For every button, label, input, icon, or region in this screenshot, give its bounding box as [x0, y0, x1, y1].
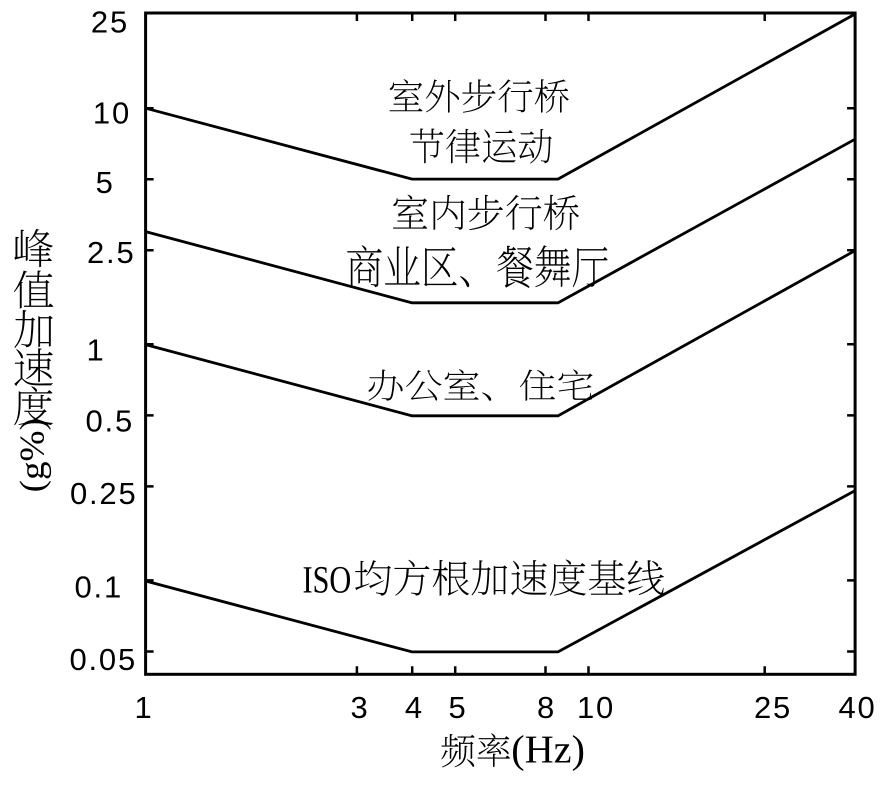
svg-text:1: 1	[86, 333, 105, 368]
svg-text:0.05: 0.05	[69, 642, 137, 677]
svg-text:0.5: 0.5	[86, 404, 135, 439]
svg-text:3: 3	[350, 690, 369, 725]
svg-text:25: 25	[754, 690, 792, 725]
svg-text:1: 1	[134, 690, 153, 725]
svg-text:10: 10	[93, 95, 131, 130]
svg-text:2.5: 2.5	[87, 235, 136, 270]
svg-text:10: 10	[577, 690, 615, 725]
svg-text:5: 5	[96, 165, 115, 200]
svg-text:4: 4	[405, 690, 424, 725]
svg-text:0.25: 0.25	[70, 476, 138, 511]
svg-text:40: 40	[838, 690, 876, 725]
svg-text:5: 5	[448, 690, 467, 725]
svg-text:8: 8	[537, 690, 556, 725]
svg-text:0.1: 0.1	[75, 570, 124, 605]
svg-text:25: 25	[91, 5, 129, 40]
